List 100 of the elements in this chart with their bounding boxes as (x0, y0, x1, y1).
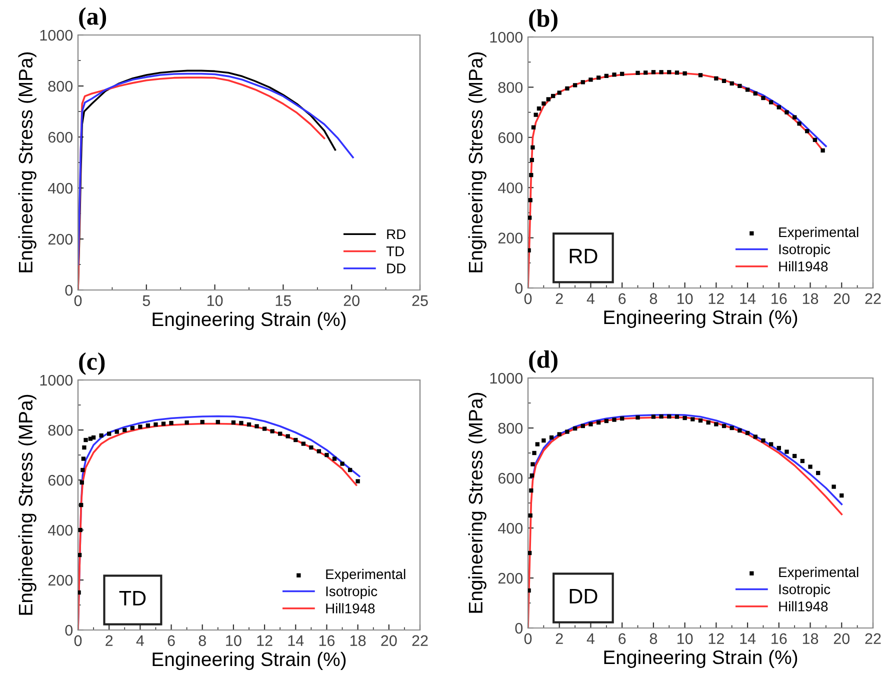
point (596, 420, 601, 425)
x-tick-label: 0 (524, 293, 532, 304)
x-tick-label: 2 (106, 635, 113, 646)
point (91, 435, 96, 440)
point (797, 122, 802, 126)
legend-label: RD (387, 229, 406, 239)
x-tick-label: 4 (136, 635, 144, 646)
point (535, 442, 540, 446)
y-tick-label: 600 (48, 132, 73, 143)
x-tick-label: 8 (198, 635, 206, 646)
x-tick-label: 20 (834, 293, 850, 304)
point (588, 78, 593, 82)
point (698, 73, 703, 78)
point (565, 430, 570, 434)
point (80, 480, 84, 485)
point (580, 80, 585, 84)
point (114, 430, 119, 434)
x-tick-label: 6 (168, 635, 175, 646)
point (286, 434, 290, 438)
point (246, 422, 252, 427)
chart-title: (a) (79, 7, 106, 30)
point (784, 110, 789, 114)
point (738, 428, 742, 433)
x-tick-label: 0 (74, 295, 82, 306)
point (534, 112, 538, 117)
y-tick-label: 200 (48, 234, 73, 245)
y-tick-label: 0 (65, 624, 73, 636)
y-tick-label: 400 (48, 524, 73, 536)
x-axis-title: Engineering Strain (%) (604, 650, 798, 668)
point (572, 83, 578, 88)
point (294, 438, 298, 442)
x-tick-label: 12 (257, 635, 272, 646)
y-tick-label: 0 (515, 622, 523, 634)
point (812, 138, 818, 142)
x-tick-label: 6 (618, 633, 626, 644)
point (565, 86, 570, 91)
point (530, 462, 535, 466)
point (667, 70, 672, 74)
point (580, 424, 585, 428)
point (714, 422, 718, 426)
point (604, 74, 608, 78)
y-tick-label: 400 (48, 182, 73, 194)
point (546, 97, 550, 102)
point (730, 426, 734, 430)
point (80, 468, 85, 472)
x-tick-label: 18 (350, 635, 366, 646)
point (107, 432, 112, 436)
x-tick-label: 2 (556, 293, 563, 304)
point (768, 442, 774, 446)
legend-label: Isotropic (326, 586, 378, 599)
point (99, 433, 104, 438)
point (122, 428, 127, 432)
x-tick-label: 0 (74, 635, 82, 646)
point (551, 94, 556, 98)
y-tick-label: 200 (498, 572, 523, 584)
line-series (78, 72, 354, 266)
point (81, 456, 86, 461)
point (278, 432, 282, 436)
point (84, 438, 88, 442)
y-axis-title: Engineering Stress (MPa) (468, 52, 486, 272)
x-tick-label: 25 (412, 295, 428, 306)
point (792, 454, 797, 458)
y-tick-label: 0 (515, 282, 523, 294)
y-tick-label: 200 (48, 574, 73, 586)
y-tick-label: 600 (498, 472, 523, 484)
point (557, 432, 562, 436)
y-tick-label: 1000 (40, 374, 73, 386)
point (620, 416, 624, 421)
point (651, 70, 656, 74)
point (792, 115, 797, 120)
annotation: TD (119, 591, 146, 606)
point (776, 446, 781, 450)
point (636, 415, 640, 420)
point (832, 484, 836, 489)
point (644, 70, 648, 75)
point (528, 513, 532, 518)
x-tick-label: 12 (708, 293, 724, 304)
legend-label: Isotropic (779, 584, 830, 597)
y-tick-label: 200 (498, 232, 523, 244)
point (557, 90, 562, 95)
chart-title: (d) (529, 350, 558, 373)
y-tick-label: 1000 (490, 32, 523, 43)
annotation: RD (570, 248, 598, 264)
legend-label: TD (386, 246, 404, 256)
point (745, 88, 750, 92)
x-tick-label: 20 (834, 633, 850, 644)
point (820, 148, 825, 153)
y-tick-label: 800 (48, 80, 73, 92)
point (753, 434, 758, 439)
x-tick-label: 14 (740, 293, 756, 304)
point (572, 426, 578, 431)
point (528, 216, 532, 220)
point (784, 450, 789, 454)
point (161, 422, 166, 426)
x-tick-label: 12 (708, 633, 724, 644)
point (604, 418, 608, 424)
legend-label: Experimental (326, 568, 406, 582)
legend-label: Hill1948 (326, 603, 375, 614)
x-tick-label: 20 (344, 295, 360, 306)
point (200, 420, 204, 424)
